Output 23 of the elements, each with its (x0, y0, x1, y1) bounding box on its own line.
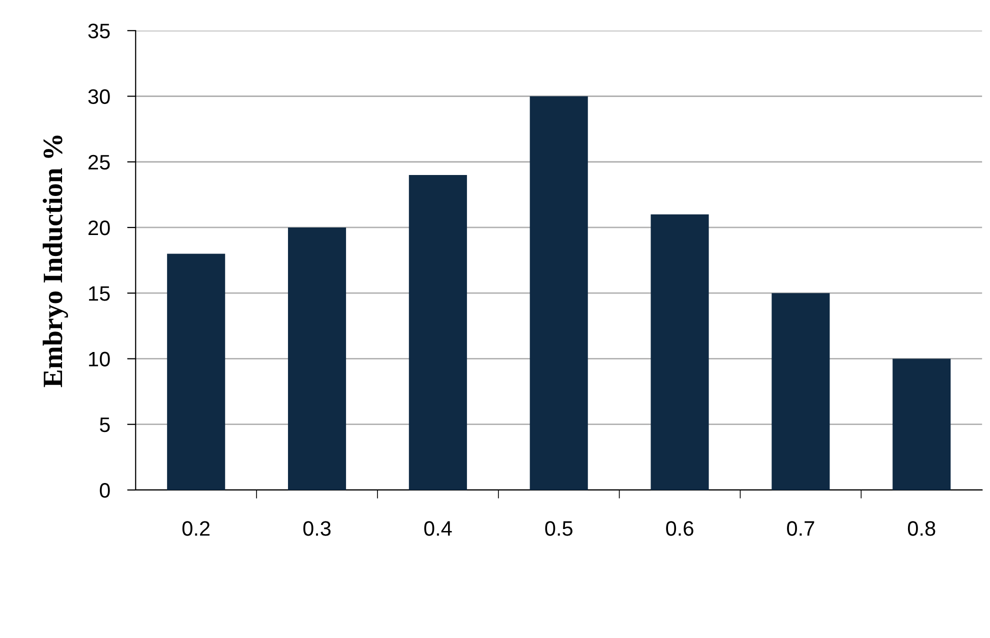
y-tick-label: 5 (100, 418, 110, 432)
y-tick-label: 15 (89, 286, 110, 301)
bar (288, 227, 346, 490)
y-axis-title: Embryo Induction % (42, 136, 68, 388)
y-tick-label: 0 (100, 482, 110, 498)
x-tick-label: 0.6 (666, 521, 694, 536)
y-tick-label: 35 (88, 24, 110, 38)
x-tick-label: 0.8 (908, 521, 936, 536)
bar (530, 96, 588, 490)
x-tick-label: 0.2 (182, 521, 210, 536)
bar (408, 174, 467, 490)
y-tick-label: 20 (88, 220, 110, 236)
bar (167, 254, 226, 490)
x-tick-label: 0.7 (787, 521, 814, 536)
bar (892, 358, 951, 490)
y-tick-label: 30 (88, 89, 110, 104)
x-tick-label: 0.3 (303, 521, 331, 536)
y-tick-label: 10 (89, 352, 110, 366)
bar (772, 293, 830, 490)
bar (650, 214, 709, 490)
x-tick-label: 0.4 (424, 521, 452, 536)
y-tick-label: 25 (88, 154, 110, 170)
x-tick-label: 0.5 (545, 521, 572, 536)
